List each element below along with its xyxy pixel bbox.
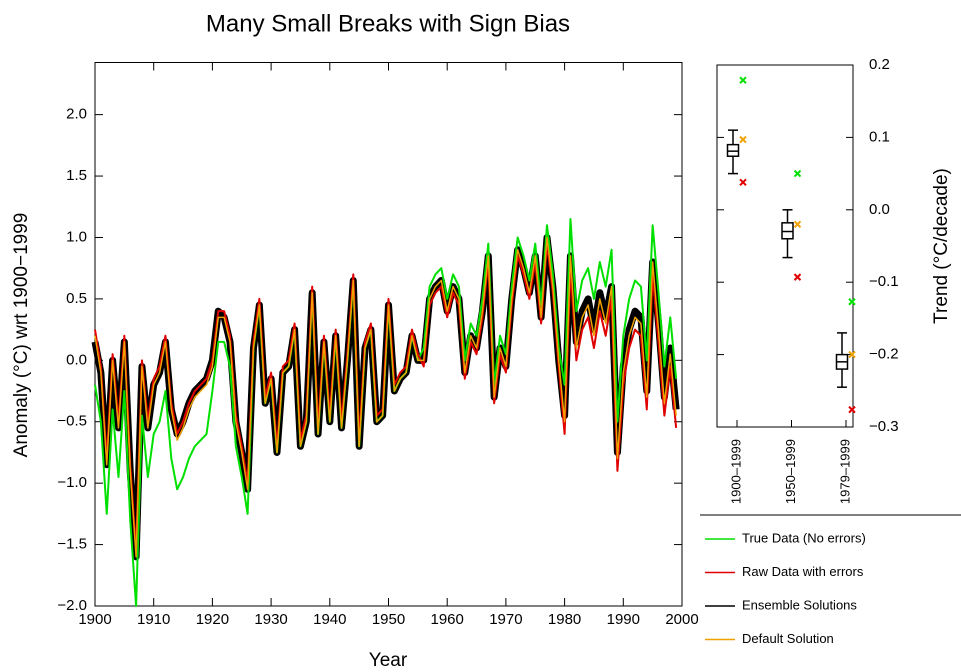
x-marker	[739, 76, 747, 84]
series-line	[94, 236, 677, 558]
x-tick-label: 1979–1999	[837, 439, 852, 504]
x-marker	[739, 135, 747, 144]
legend-text: Default Solution	[742, 631, 834, 646]
x-marker	[793, 273, 802, 281]
panel-frame	[716, 64, 854, 428]
x-tick-label: 1980	[548, 611, 581, 628]
x-marker	[848, 298, 856, 306]
y-tick-label: 0.0	[66, 351, 87, 368]
y-tick-label: −1.0	[57, 474, 87, 491]
y-tick-label: 1.5	[66, 167, 87, 184]
y-tick-label: 2.0	[66, 106, 87, 123]
y2-tick-label: −0.2	[869, 346, 899, 363]
x-tick-label: 1910	[137, 611, 170, 628]
x-tick-label: 1970	[489, 611, 522, 628]
y2-tick-label: −0.3	[869, 418, 899, 435]
y2-tick-label: 0.1	[869, 128, 890, 145]
x-marker	[848, 350, 856, 359]
x-tick-label: 1950–1999	[783, 439, 798, 504]
x-marker	[739, 178, 747, 186]
x-tick-label: 2000	[665, 611, 698, 628]
y-tick-label: −1.5	[57, 536, 87, 553]
x-axis-title: Year	[369, 650, 408, 671]
legend-text: Ensemble Solutions	[742, 597, 857, 612]
x-marker	[848, 405, 856, 414]
x-tick-label: 1900	[78, 611, 111, 628]
x-tick-label: 1940	[313, 611, 346, 628]
y2-axis-title: Trend (°C/decade)	[931, 168, 952, 324]
legend-text: Raw Data with errors	[742, 564, 864, 579]
y-tick-label: −2.0	[57, 597, 87, 614]
x-tick-label: 1990	[607, 611, 640, 628]
series-line	[91, 233, 680, 561]
y-axis-title: Anomaly (°C) wrt 1900−1999	[11, 213, 32, 458]
y2-tick-label: 0.0	[869, 201, 890, 218]
x-marker	[793, 169, 802, 178]
y-tick-label: −0.5	[57, 413, 87, 430]
chart-title: Many Small Breaks with Sign Bias	[206, 10, 570, 37]
x-tick-label: 1950	[372, 611, 405, 628]
y-tick-label: 1.0	[66, 228, 87, 245]
y2-tick-label: −0.1	[869, 273, 899, 290]
x-marker	[793, 220, 802, 228]
legend-text: True Data (No errors)	[742, 530, 866, 545]
x-tick-label: 1900–1999	[728, 439, 743, 504]
x-tick-label: 1960	[431, 611, 464, 628]
y2-tick-label: 0.2	[869, 56, 890, 73]
x-tick-label: 1930	[254, 611, 287, 628]
y-tick-label: 0.5	[66, 290, 87, 307]
x-tick-label: 1920	[196, 611, 229, 628]
